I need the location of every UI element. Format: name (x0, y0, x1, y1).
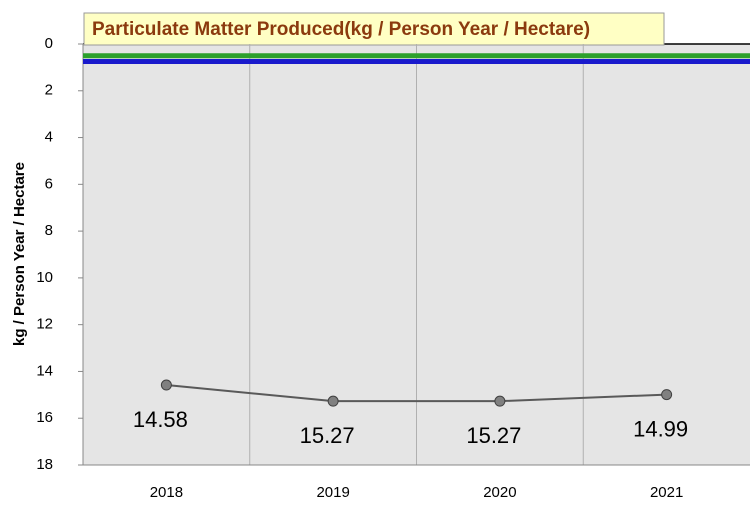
y-tick-label: 14 (36, 362, 53, 379)
y-tick-label: 6 (45, 175, 53, 192)
y-tick-label: 0 (45, 35, 53, 52)
y-tick-label: 18 (36, 456, 53, 473)
title-box (83, 12, 665, 46)
marker (494, 395, 506, 407)
line (166, 384, 667, 403)
y-tick-label: 4 (45, 129, 53, 146)
data-label: 14.58 (133, 407, 188, 432)
data-label: 15.27 (466, 423, 521, 448)
y-tick-label: 12 (36, 316, 53, 333)
data-label: 14.99 (633, 416, 688, 441)
x-tick-label: 2021 (650, 484, 683, 501)
y-tick-label: 2 (45, 82, 53, 99)
y-axis-label: kg / Person Year / Hectare (11, 162, 28, 346)
x-tick-label: 2019 (316, 484, 349, 501)
chart-title: Particulate Matter Produced(kg / Person … (92, 19, 590, 40)
marker (160, 379, 172, 391)
y-tick-label: 10 (36, 269, 53, 286)
data-label: 15.27 (300, 423, 355, 448)
marker (327, 395, 339, 407)
x-tick-label: 2018 (150, 484, 183, 501)
x-tick-label: 2020 (483, 484, 516, 501)
marker (661, 389, 673, 401)
y-tick-label: 16 (36, 409, 53, 426)
y-tick-label: 8 (45, 222, 53, 239)
